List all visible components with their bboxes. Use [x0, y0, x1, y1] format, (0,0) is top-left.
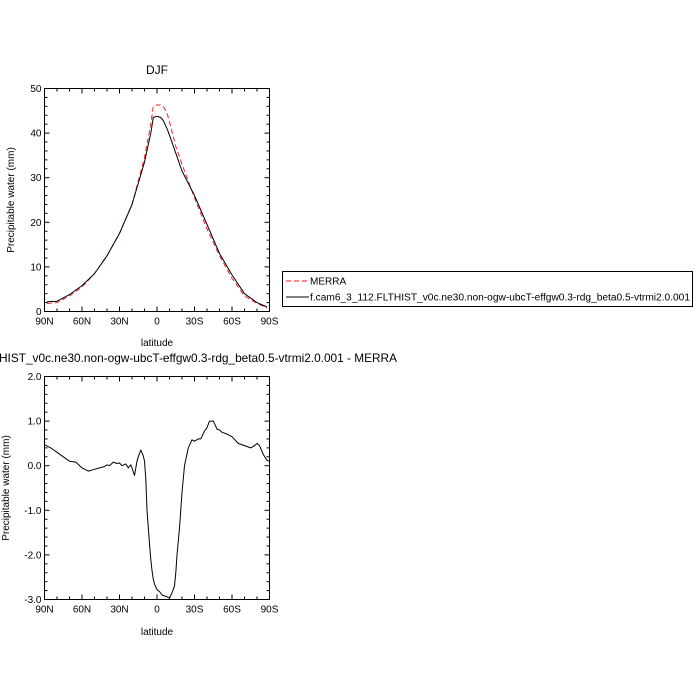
bottom-chart-plot-frame [44, 376, 270, 600]
top-chart-y-axis-label: Precipitable water (mm) [6, 147, 17, 253]
bottom-chart-lines [44, 420, 270, 599]
x-tick-label: 30S [186, 605, 204, 616]
y-tick-label: 40 [30, 129, 42, 140]
x-tick-label: 90N [35, 605, 53, 616]
model-series-line [46, 115, 268, 308]
bottom-chart-title: HIST_v0c.ne30.non-ogw-ubcT-effgw0.3-rdg_… [0, 351, 397, 365]
top-chart-x-axis-label: latitude [141, 338, 174, 349]
y-tick-label: 20 [30, 218, 42, 229]
x-tick-label: 0 [154, 605, 160, 616]
y-tick-label: 2.0 [28, 372, 42, 383]
x-tick-label: 0 [154, 317, 160, 328]
y-tick-label: 0.0 [28, 461, 42, 472]
top-chart: DJF 90N 60N 30N 0 30S 60S 90S 0 10 20 30 40 50 lati… [6, 63, 279, 349]
top-chart-x-tick-labels: 90N 60N 30N 0 30S 60S 90S [35, 317, 278, 328]
difference-series-line [44, 420, 270, 599]
top-chart-y-tick-labels: 0 10 20 30 40 50 [30, 84, 42, 318]
bottom-chart-y-axis-label: Precipitable water (mm) [1, 435, 12, 541]
y-tick-label: 50 [30, 84, 42, 95]
x-tick-label: 60N [73, 317, 91, 328]
x-tick-label: 60S [223, 317, 241, 328]
bottom-chart-x-tick-labels: 90N 60N 30N 0 30S 60S 90S [35, 605, 278, 616]
y-tick-label: -1.0 [24, 506, 42, 517]
bottom-chart-y-tick-labels: -3.0 -2.0 -1.0 0.0 1.0 2.0 [24, 372, 42, 606]
legend-box [282, 271, 693, 307]
bottom-chart-x-axis-label: latitude [141, 627, 174, 638]
y-tick-label: 1.0 [28, 417, 42, 428]
x-tick-label: 90S [261, 317, 279, 328]
x-tick-label: 30S [186, 317, 204, 328]
y-tick-label: -2.0 [24, 550, 42, 561]
x-tick-label: 90S [261, 605, 279, 616]
bottom-chart-ticks [44, 376, 270, 600]
y-tick-label: 10 [30, 262, 42, 273]
x-tick-label: 60S [223, 605, 241, 616]
x-tick-label: 30N [110, 605, 128, 616]
legend: MERRA f.cam6_3_112.FLTHIST_v0c.ne30.non-… [282, 271, 693, 307]
legend-merra-label: MERRA [310, 277, 346, 288]
legend-model-label: f.cam6_3_112.FLTHIST_v0c.ne30.non-ogw-ub… [310, 293, 690, 304]
x-tick-label: 60N [73, 605, 91, 616]
y-tick-label: 0 [36, 307, 42, 318]
x-tick-label: 30N [110, 317, 128, 328]
bottom-chart: HIST_v0c.ne30.non-ogw-ubcT-effgw0.3-rdg_… [0, 351, 397, 638]
y-tick-label: -3.0 [24, 595, 42, 606]
x-tick-label: 90N [35, 317, 53, 328]
top-chart-ticks [44, 88, 270, 312]
y-tick-label: 30 [30, 173, 42, 184]
top-chart-plot-frame [44, 88, 270, 312]
top-chart-lines [46, 104, 268, 309]
top-chart-title: DJF [146, 63, 168, 77]
